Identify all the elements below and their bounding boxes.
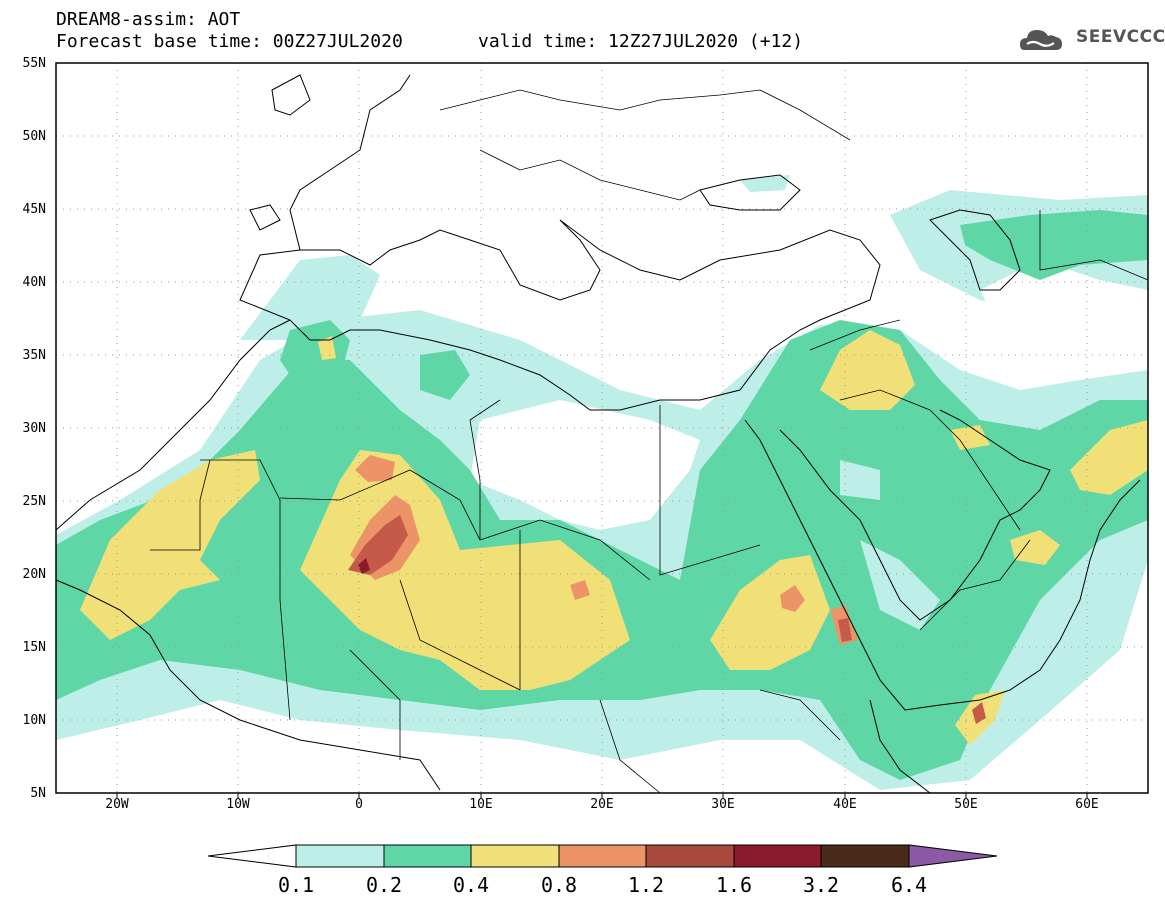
colorbar-label: 0.4 bbox=[452, 873, 490, 897]
aot-clear-arabia bbox=[840, 460, 880, 500]
colorbar-label: 3.2 bbox=[802, 873, 840, 897]
lat-label: 55N bbox=[22, 56, 46, 71]
logo-text: SEEVCCC bbox=[1076, 27, 1165, 47]
aot-contour-0.8-chad bbox=[570, 580, 590, 600]
colorbar-label: 0.2 bbox=[365, 873, 403, 897]
aot-contour-0.1-blacksea bbox=[740, 175, 790, 192]
aot-contour-1.2-somalia bbox=[972, 702, 986, 724]
lon-label: 20E bbox=[590, 797, 614, 812]
aot-clear-libya bbox=[470, 400, 700, 530]
aot-contour-0.2-algeria bbox=[420, 350, 470, 400]
aot-contour-0.8-hoggar bbox=[355, 455, 395, 482]
aot-contour-0.2-caspian bbox=[960, 210, 1148, 280]
lat-label: 50N bbox=[22, 129, 46, 144]
valid-time: valid time: 12Z27JUL2020 (+12) bbox=[478, 31, 804, 52]
lon-label: 10E bbox=[469, 797, 493, 812]
lat-label: 5N bbox=[30, 786, 46, 801]
lon-label: 40E bbox=[833, 797, 857, 812]
lon-label: 20W bbox=[105, 797, 129, 812]
aot-lowband-arabia bbox=[860, 540, 940, 630]
aot-contour-0.4-morocco bbox=[318, 336, 336, 360]
lat-label: 30N bbox=[22, 421, 46, 436]
colorbar-label: 0.1 bbox=[277, 873, 315, 897]
aot-contour-0.4-west bbox=[80, 450, 260, 640]
aot-contour-0.4-kuwait bbox=[950, 425, 990, 450]
lat-label: 35N bbox=[22, 348, 46, 363]
aot-contour-0.4-gulf bbox=[1070, 420, 1148, 495]
aot-contour-0.4-iraq bbox=[820, 330, 915, 410]
lat-label: 45N bbox=[22, 202, 46, 217]
lat-label: 15N bbox=[22, 640, 46, 655]
aot-contour-0.1-coast bbox=[240, 255, 380, 340]
lon-label: 60E bbox=[1075, 797, 1099, 812]
colorbar-label: 0.8 bbox=[540, 873, 578, 897]
aot-contour-1.2 bbox=[348, 515, 408, 575]
aot-contour-0.2 bbox=[56, 320, 1148, 780]
lat-label: 40N bbox=[22, 275, 46, 290]
forecast-base-time: Forecast base time: 00Z27JUL2020 bbox=[56, 31, 403, 52]
map-title: DREAM8-assim: AOT bbox=[56, 9, 241, 30]
lon-label: 10W bbox=[226, 797, 250, 812]
colorbar-label: 1.6 bbox=[715, 873, 753, 897]
aot-contour-0.8-sudan bbox=[780, 585, 805, 612]
lon-label: 50E bbox=[954, 797, 978, 812]
colorbar-label: 1.2 bbox=[627, 873, 665, 897]
colorbar-label: 6.4 bbox=[890, 873, 928, 897]
aot-contour-1.6 bbox=[358, 558, 370, 574]
lon-label: 30E bbox=[711, 797, 735, 812]
lat-label: 10N bbox=[22, 713, 46, 728]
aot-contour-0.4-sudan bbox=[710, 555, 830, 670]
cloud-logo-icon bbox=[1020, 30, 1062, 50]
lon-label: 0 bbox=[355, 797, 363, 812]
lat-label: 20N bbox=[22, 567, 46, 582]
aot-contour-0.4-oman bbox=[1010, 530, 1060, 565]
lat-label: 25N bbox=[22, 494, 46, 509]
